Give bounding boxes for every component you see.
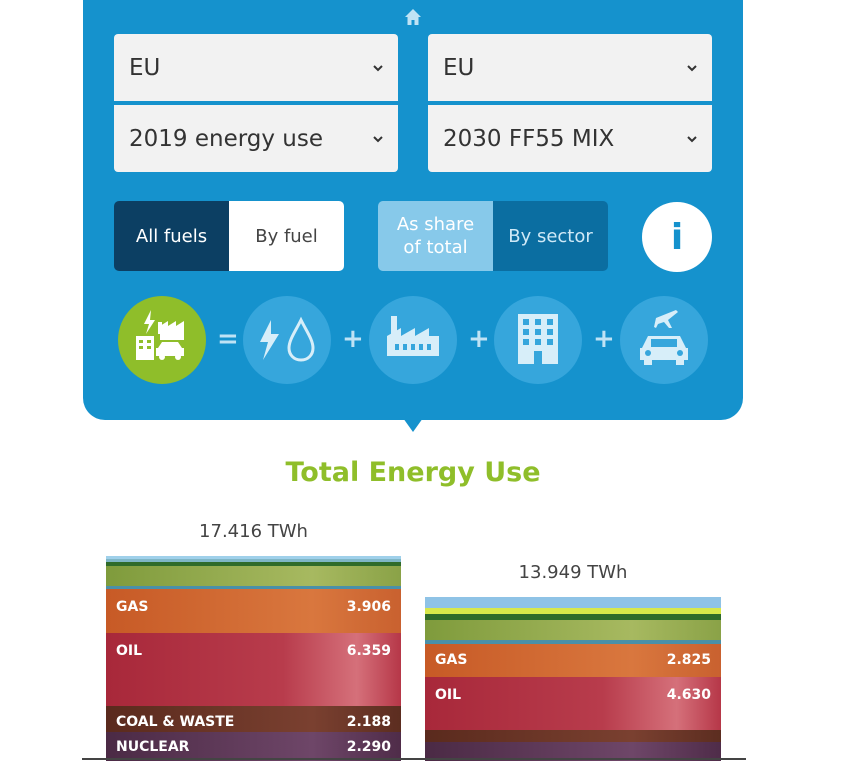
- bar-1-band-olive: [106, 566, 401, 586]
- left-region-select[interactable]: EU: [114, 34, 398, 101]
- equals-sign: =: [217, 324, 239, 354]
- bar-1-total: 17.416 TWh: [199, 521, 308, 542]
- total-energy-icon[interactable]: [118, 296, 206, 384]
- fuel-toggle: All fuels By fuel: [114, 201, 344, 271]
- bar-2-gas-name: GAS: [435, 652, 468, 668]
- bar-1-oil: OIL 6.359: [106, 633, 401, 706]
- bar-2-gas: GAS 2.825: [425, 644, 721, 677]
- bar-1-nuclear-name: NUCLEAR: [116, 739, 190, 755]
- bar-2-gas-value: 2.825: [666, 652, 711, 668]
- chart-baseline: [82, 758, 746, 760]
- bar-2-coal: [425, 730, 721, 742]
- power-water-icon[interactable]: [243, 296, 331, 384]
- chevron-down-icon: [373, 135, 383, 142]
- bar-2-total: 13.949 TWh: [518, 562, 628, 583]
- left-scenario-value: 2019 energy use: [129, 125, 324, 152]
- bar-2-oil-value: 4.630: [666, 687, 711, 703]
- all-fuels-button[interactable]: All fuels: [114, 201, 229, 271]
- bar-1-gas-name: GAS: [116, 599, 149, 615]
- buildings-icon[interactable]: [494, 296, 582, 384]
- bar-2019: GAS 3.906 OIL 6.359 COAL & WASTE 2.188 N…: [106, 556, 401, 761]
- bar-1-band-light: [106, 556, 401, 559]
- home-icon[interactable]: [403, 7, 423, 27]
- bar-2-nuclear: [425, 742, 721, 761]
- bar-1-gas-value: 3.906: [346, 599, 391, 615]
- right-region-select[interactable]: EU: [428, 34, 712, 101]
- buildings-icon-graphic: [518, 314, 558, 364]
- by-fuel-button[interactable]: By fuel: [229, 201, 344, 271]
- chevron-down-icon: [373, 64, 383, 71]
- bar-2-band-yellow: [425, 608, 721, 614]
- industry-icon[interactable]: [369, 296, 457, 384]
- left-scenario-select[interactable]: 2019 energy use: [114, 105, 398, 172]
- bar-2-oil-name: OIL: [435, 687, 462, 703]
- bar-1-band-teal: [106, 559, 401, 562]
- chart-title: Total Energy Use: [285, 457, 541, 488]
- bar-1-band-darkgreen: [106, 562, 401, 566]
- bar-1-coal: COAL & WASTE 2.188: [106, 706, 401, 732]
- total-energy-icon-graphic: [136, 310, 184, 360]
- right-scenario-select[interactable]: 2030 FF55 MIX: [428, 105, 712, 172]
- power-water-icon-graphic: [260, 316, 315, 362]
- right-region-value: EU: [443, 54, 475, 81]
- left-region-value: EU: [129, 54, 161, 81]
- chevron-down-icon: [687, 64, 697, 71]
- transport-icon-graphic: [640, 310, 688, 365]
- info-button[interactable]: i: [642, 202, 712, 272]
- plus-sign-1: +: [342, 324, 364, 354]
- view-toggle: As share of total By sector: [378, 201, 608, 271]
- plus-sign-2: +: [468, 324, 490, 354]
- bar-1-nuclear-value: 2.290: [346, 739, 391, 755]
- plus-sign-3: +: [593, 324, 615, 354]
- bar-1-nuclear: NUCLEAR 2.290: [106, 732, 401, 761]
- industry-icon-graphic: [387, 316, 439, 356]
- bar-2-band-darkgreen: [425, 614, 721, 620]
- transport-icon[interactable]: [620, 296, 708, 384]
- bar-1-gas: GAS 3.906: [106, 589, 401, 633]
- panel-pointer: [403, 418, 423, 432]
- bar-1-coal-value: 2.188: [346, 714, 391, 730]
- bar-1-oil-value: 6.359: [346, 643, 391, 659]
- bar-1-coal-name: COAL & WASTE: [116, 714, 235, 730]
- as-share-button[interactable]: As share of total: [378, 201, 493, 271]
- right-scenario-value: 2030 FF55 MIX: [443, 125, 615, 152]
- bar-2-band-olive: [425, 620, 721, 640]
- bar-1-oil-name: OIL: [116, 643, 143, 659]
- bar-2-oil: OIL 4.630: [425, 677, 721, 730]
- chevron-down-icon: [687, 135, 697, 142]
- bar-1-band-blue: [106, 586, 401, 589]
- bar-2-band-blue: [425, 640, 721, 644]
- by-sector-button[interactable]: By sector: [493, 201, 608, 271]
- bar-2-band-light: [425, 597, 721, 608]
- bar-2030: GAS 2.825 OIL 4.630: [425, 597, 721, 761]
